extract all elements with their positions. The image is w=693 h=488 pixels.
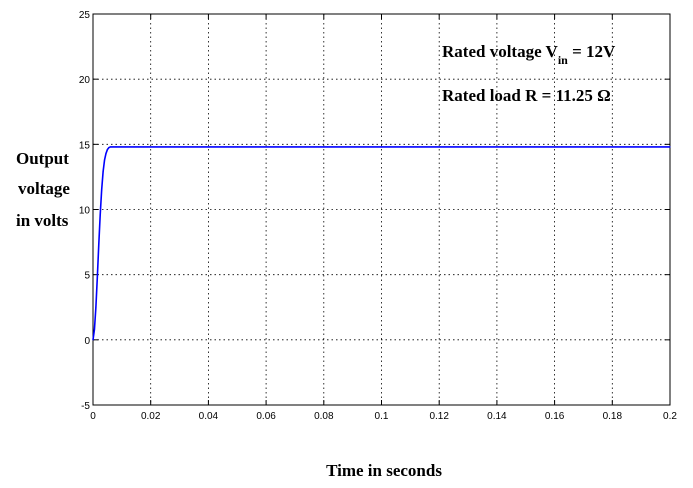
- grid-lines: [93, 14, 670, 405]
- data-point: [115, 146, 117, 148]
- data-point: [99, 214, 101, 216]
- data-point: [102, 171, 104, 173]
- data-point: [121, 146, 123, 148]
- y-tick-label: 0: [84, 336, 90, 347]
- data-point: [525, 146, 527, 148]
- data-point: [380, 146, 383, 148]
- series-line: [92, 146, 670, 340]
- x-axis-label: Time in seconds: [326, 461, 442, 480]
- x-tick-label: 0: [90, 411, 96, 422]
- y-tick-label: -5: [81, 401, 90, 412]
- annotation-rated-load: Rated load R = 11.25 Ω: [442, 86, 611, 105]
- y-axis-label-line-3: in volts: [16, 211, 69, 230]
- data-point: [96, 276, 98, 278]
- axis-ticks: 0 0.02 0.04 0.06 0.08 0.1 0.12 0.14 0.16 0.18 0.2 -…: [79, 10, 678, 422]
- y-axis-label-line-1: Output: [16, 149, 69, 168]
- y-tick-label: 20: [79, 75, 91, 86]
- data-point: [98, 244, 100, 246]
- data-point: [108, 146, 110, 149]
- series-group: [92, 146, 671, 341]
- x-tick-label: 0.02: [141, 411, 161, 422]
- data-point: [236, 146, 238, 148]
- data-point: [112, 146, 114, 148]
- y-tick-label: 5: [84, 271, 90, 282]
- data-point: [101, 189, 103, 191]
- data-point: [669, 146, 671, 148]
- x-tick-label: 0.2: [663, 411, 677, 422]
- data-point: [106, 148, 109, 151]
- data-point: [105, 152, 107, 155]
- x-tick-label: 0.12: [429, 411, 449, 422]
- data-point: [95, 306, 97, 308]
- data-point: [92, 339, 94, 341]
- data-point: [109, 146, 111, 148]
- data-point: [93, 328, 96, 331]
- x-tick-label: 0.16: [545, 411, 565, 422]
- x-tick-label: 0.04: [199, 411, 219, 422]
- y-tick-label: 25: [79, 10, 91, 21]
- y-axis-label-line-2: voltage: [18, 179, 70, 198]
- x-tick-label: 0.14: [487, 411, 507, 422]
- x-tick-label: 0.06: [256, 411, 276, 422]
- x-tick-label: 0.18: [603, 411, 623, 422]
- data-point: [103, 159, 106, 161]
- x-tick-label: 0.1: [375, 411, 389, 422]
- annotation-rated-voltage: Rated voltage Vin = 12V: [442, 42, 616, 67]
- x-tick-label: 0.08: [314, 411, 334, 422]
- y-tick-label: 15: [79, 140, 91, 151]
- y-tick-label: 10: [79, 206, 91, 217]
